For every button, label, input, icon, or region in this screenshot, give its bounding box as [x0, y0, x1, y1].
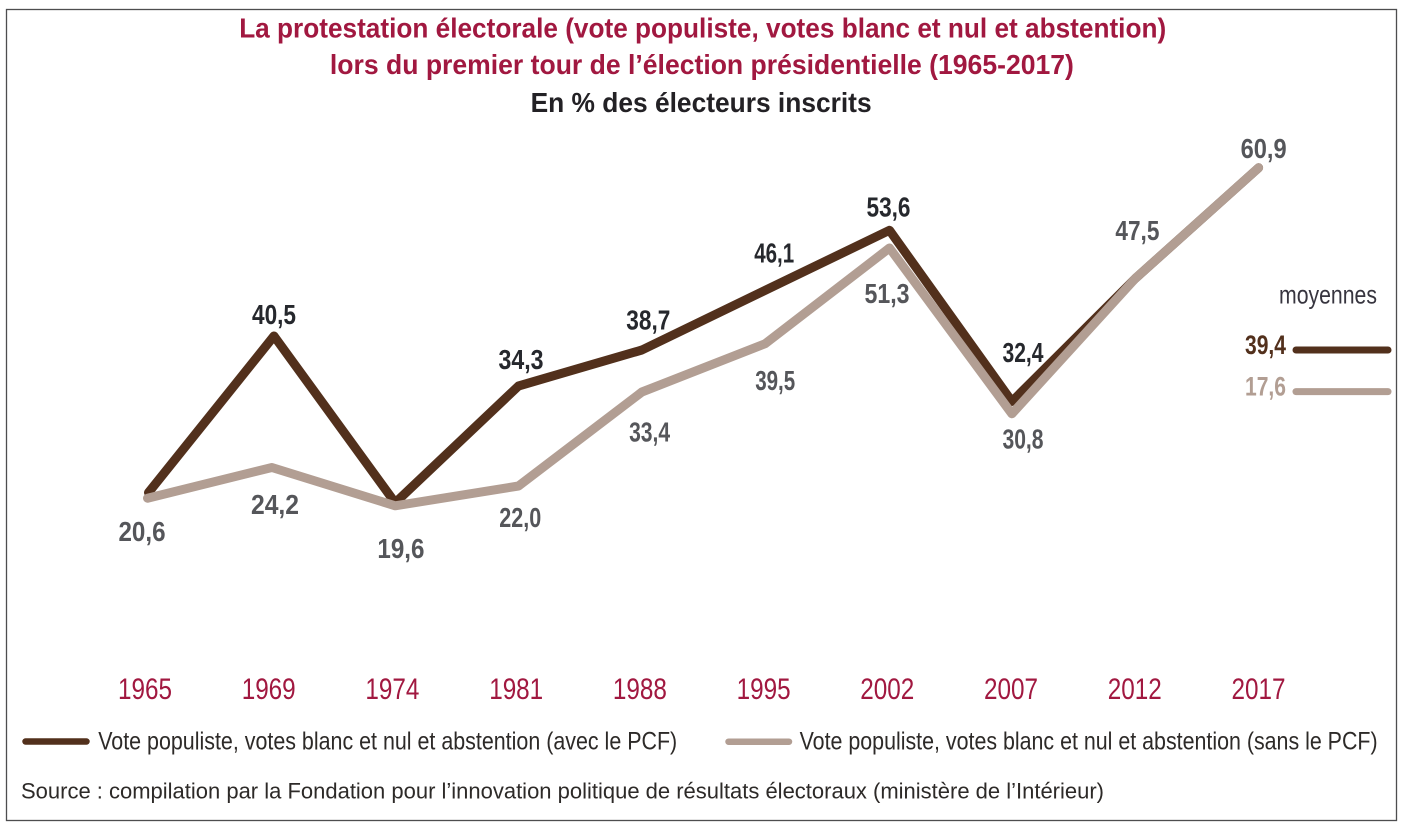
- svg-text:22,0: 22,0: [499, 502, 541, 533]
- svg-text:2012: 2012: [1108, 673, 1162, 706]
- svg-text:Vote populiste, votes blanc et: Vote populiste, votes blanc et nul et ab…: [98, 728, 677, 756]
- svg-text:La protestation électorale (vo: La protestation électorale (vote populis…: [239, 12, 1166, 43]
- svg-text:39,5: 39,5: [755, 365, 795, 396]
- svg-text:40,5: 40,5: [252, 299, 296, 330]
- svg-text:30,8: 30,8: [1003, 424, 1044, 455]
- svg-text:20,6: 20,6: [119, 516, 166, 547]
- svg-text:1965: 1965: [118, 673, 172, 706]
- svg-text:19,6: 19,6: [377, 533, 424, 564]
- svg-text:1969: 1969: [242, 673, 296, 706]
- svg-text:1988: 1988: [613, 673, 667, 706]
- svg-text:Source : compilation par la Fo: Source : compilation par la Fondation po…: [21, 779, 1104, 804]
- svg-text:47,5: 47,5: [1115, 215, 1159, 246]
- svg-text:2007: 2007: [984, 673, 1038, 706]
- svg-text:2002: 2002: [860, 673, 914, 706]
- svg-text:32,4: 32,4: [1003, 337, 1044, 368]
- svg-text:1981: 1981: [489, 673, 543, 706]
- svg-text:24,2: 24,2: [251, 489, 299, 520]
- svg-text:1974: 1974: [365, 673, 419, 706]
- svg-text:Vote populiste, votes blanc et: Vote populiste, votes blanc et nul et ab…: [800, 728, 1378, 756]
- svg-text:2017: 2017: [1232, 673, 1286, 706]
- svg-text:38,7: 38,7: [626, 304, 670, 335]
- svg-text:moyennes: moyennes: [1279, 280, 1377, 310]
- svg-text:53,6: 53,6: [867, 191, 911, 222]
- svg-text:39,4: 39,4: [1245, 330, 1286, 360]
- svg-text:17,6: 17,6: [1245, 372, 1286, 402]
- svg-text:60,9: 60,9: [1241, 133, 1287, 164]
- svg-text:En % des électeurs inscrits: En % des électeurs inscrits: [531, 87, 872, 118]
- svg-text:34,3: 34,3: [499, 344, 544, 375]
- svg-text:33,4: 33,4: [629, 417, 670, 448]
- svg-text:lors du premier tour de l’élec: lors du premier tour de l’élection prési…: [330, 49, 1074, 80]
- svg-text:46,1: 46,1: [754, 237, 794, 268]
- svg-text:1995: 1995: [737, 673, 791, 706]
- svg-text:51,3: 51,3: [865, 278, 910, 309]
